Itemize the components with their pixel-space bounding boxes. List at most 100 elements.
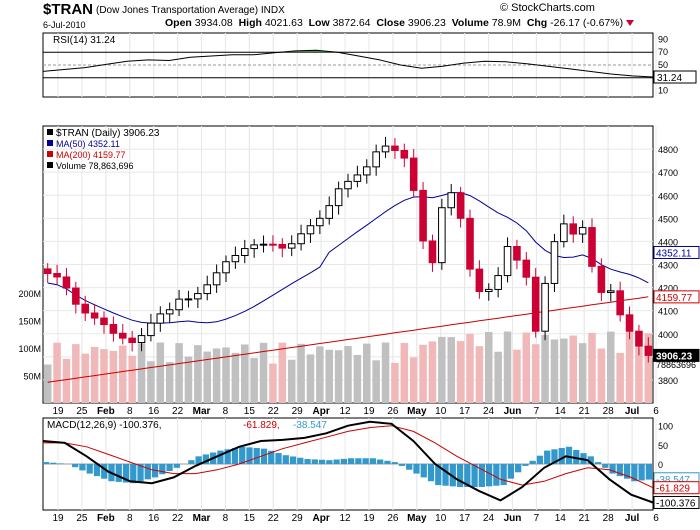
macd-histogram-bar bbox=[515, 464, 522, 473]
candle-body bbox=[606, 290, 615, 293]
candle-body bbox=[231, 254, 240, 263]
price-tick-label: 4000 bbox=[658, 330, 678, 340]
x-tick-label: 15 bbox=[244, 406, 256, 417]
volume-bar bbox=[428, 341, 437, 403]
x-tick-label: 15 bbox=[244, 513, 256, 524]
x-tick-label: 19 bbox=[363, 406, 375, 417]
macd-line bbox=[42, 420, 654, 504]
candle-body bbox=[334, 188, 343, 207]
candle-body bbox=[475, 268, 484, 293]
x-tick-label: 29 bbox=[292, 513, 304, 524]
candle-body bbox=[118, 332, 127, 339]
volume-bar bbox=[334, 350, 343, 403]
price-tick-label: 4100 bbox=[658, 307, 678, 317]
ticker-name: (Dow Jones Transportation Average) INDX bbox=[96, 5, 285, 16]
volume-bar bbox=[447, 337, 455, 403]
macd-histogram-bar bbox=[609, 464, 616, 474]
volume-bar bbox=[409, 357, 418, 403]
candle-body bbox=[362, 166, 371, 176]
volume-bar bbox=[541, 334, 549, 403]
volume-bar bbox=[325, 349, 333, 403]
x-tick-label: Apr bbox=[313, 406, 330, 417]
volume-bar bbox=[222, 347, 230, 403]
x-tick-label: 26 bbox=[387, 406, 399, 417]
down-arrow-icon bbox=[626, 20, 635, 27]
volume-bar bbox=[466, 333, 474, 403]
candle-body bbox=[62, 276, 71, 289]
candle-body bbox=[147, 322, 155, 337]
x-tick-label: 6 bbox=[653, 406, 659, 417]
volume-bar bbox=[475, 346, 484, 403]
legend-swatch bbox=[47, 162, 53, 168]
quote-summary: Open 3934.08 High 4021.63 Low 3872.64 Cl… bbox=[165, 17, 635, 29]
ticker-symbol[interactable]: $TRAN bbox=[43, 1, 94, 18]
volume-bar bbox=[231, 352, 240, 403]
volume-bar bbox=[456, 341, 465, 403]
macd-value-label: -61.829 bbox=[656, 484, 690, 495]
candle-body bbox=[203, 284, 212, 295]
macd-histogram-bar bbox=[57, 463, 64, 464]
macd-tick-label: 50 bbox=[658, 441, 668, 451]
x-tick-label: 24 bbox=[483, 513, 495, 524]
volume-tick-label: 200M bbox=[18, 289, 41, 299]
x-tick-label: 10 bbox=[435, 513, 447, 524]
candle-body bbox=[419, 189, 427, 242]
macd-histogram-bar bbox=[478, 464, 485, 487]
candle-body bbox=[484, 288, 493, 293]
volume-bar bbox=[259, 342, 268, 403]
x-tick-label: 6 bbox=[653, 513, 659, 524]
candle-body bbox=[287, 243, 296, 249]
candle-body bbox=[278, 243, 287, 249]
x-tick-label: Jul bbox=[625, 513, 640, 524]
volume-bar bbox=[203, 351, 211, 403]
x-tick-label: 29 bbox=[292, 406, 304, 417]
macd-histogram-bar bbox=[558, 448, 565, 464]
macd-histogram-bar bbox=[529, 460, 536, 464]
macd-value-label: -38.547 bbox=[656, 475, 690, 486]
x-tick-label: 16 bbox=[148, 406, 160, 417]
price-tag bbox=[653, 290, 700, 304]
legend-swatch bbox=[47, 151, 53, 157]
x-tick-label: 26 bbox=[387, 513, 399, 524]
macd-histogram-bar bbox=[442, 464, 449, 486]
rsi-value-tag bbox=[653, 70, 697, 84]
rsi-tick-label: 10 bbox=[658, 86, 668, 96]
x-tick-label: Jul bbox=[625, 406, 640, 417]
macd-histogram-bar bbox=[43, 462, 50, 464]
volume-value-label: 78863696 bbox=[656, 360, 696, 370]
volume-bar bbox=[438, 336, 446, 403]
volume-bar bbox=[635, 347, 643, 403]
price-tick-label: 4200 bbox=[658, 284, 678, 294]
candle-body bbox=[456, 192, 465, 219]
rsi-value-label: 31.24 bbox=[657, 73, 682, 84]
price-tag-label: 4159.77 bbox=[656, 293, 693, 304]
macd-histogram-bar bbox=[50, 462, 57, 464]
candle-body bbox=[316, 217, 324, 227]
macd-histogram-bar bbox=[645, 464, 652, 480]
volume-bar bbox=[297, 343, 305, 403]
macd-histogram-bar bbox=[500, 464, 507, 486]
x-tick-label: 14 bbox=[555, 406, 567, 417]
volume-bar bbox=[616, 352, 624, 403]
legend-label: Volume 78,863,696 bbox=[56, 161, 134, 171]
candle-body bbox=[494, 275, 502, 290]
brand-label: © StockCharts.com bbox=[500, 2, 595, 14]
x-tick-label: 19 bbox=[52, 513, 64, 524]
candle-body bbox=[391, 145, 399, 151]
candle-body bbox=[306, 225, 315, 235]
volume-bar bbox=[250, 358, 258, 403]
volume-bar bbox=[81, 353, 89, 403]
x-tick-label: 8 bbox=[223, 513, 229, 524]
macd-histogram-bar bbox=[413, 464, 420, 474]
legend-label: MA(200) 4159.77 bbox=[56, 150, 126, 160]
candle-body bbox=[100, 317, 108, 326]
macd-histogram-bar bbox=[297, 457, 304, 464]
candle-body bbox=[175, 298, 183, 311]
legend-swatch bbox=[47, 129, 53, 135]
macd-histogram-bar bbox=[217, 450, 224, 464]
macd-histogram-bar bbox=[166, 464, 173, 472]
x-tick-label: Mar bbox=[193, 406, 211, 417]
candle-body bbox=[400, 149, 409, 159]
macd-histogram-bar bbox=[355, 458, 362, 464]
macd-tick-label: 0 bbox=[658, 460, 663, 470]
